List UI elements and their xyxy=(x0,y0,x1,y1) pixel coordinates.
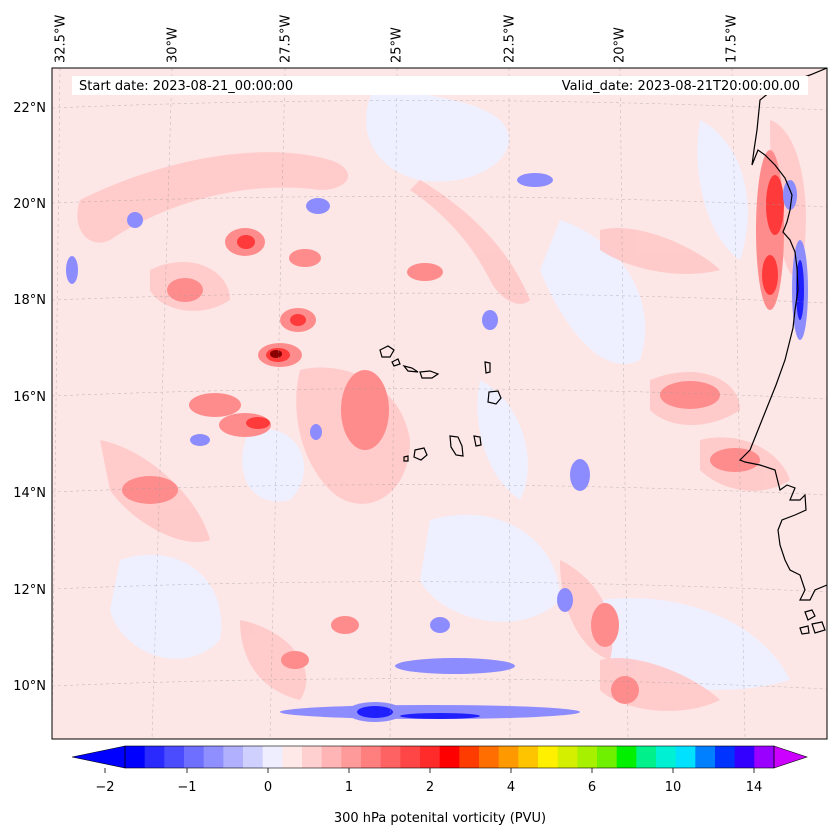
lon-label: 20°W xyxy=(613,27,628,63)
lat-label: 12°N xyxy=(13,583,46,598)
colorbar-cell xyxy=(754,746,775,768)
lat-label: 16°N xyxy=(13,390,46,405)
colorbar-cell xyxy=(125,746,146,768)
colorbar-cell xyxy=(636,746,657,768)
sal xyxy=(484,361,491,374)
colorbar-cell xyxy=(184,746,205,768)
maio xyxy=(473,435,482,447)
pv-max-regions xyxy=(270,350,282,358)
bissagos-2 xyxy=(811,621,826,634)
colorbar: −2 −1 0 1 2 4 6 10 14 300 hPa potenital vorticit… xyxy=(71,745,808,826)
colorbar-extend-max xyxy=(773,745,808,769)
colorbar-label: 300 hPa potenital vorticity (PVU) xyxy=(334,811,546,826)
colorbar-cells xyxy=(125,746,775,768)
pv-field xyxy=(52,68,827,739)
lon-label: 30°W xyxy=(166,27,181,63)
lon-label: 27.5°W xyxy=(279,15,294,63)
sao-nicolau xyxy=(402,364,419,373)
lon-label: 25°W xyxy=(390,27,405,63)
colorbar-cell xyxy=(695,746,716,768)
santo-antao xyxy=(379,345,395,358)
sao-vicente xyxy=(391,358,401,367)
bissagos-3 xyxy=(799,625,810,635)
colorbar-cell xyxy=(715,746,736,768)
colorbar-cell xyxy=(282,746,303,768)
colorbar-tick-label: 0 xyxy=(264,780,272,795)
colorbar-cell xyxy=(616,746,637,768)
colorbar-ticks: −2 −1 0 1 2 4 6 10 14 xyxy=(95,768,762,795)
longitude-labels: 32.5°W 30°W 27.5°W 25°W 22.5°W 20°W 17.5°W xyxy=(54,15,740,63)
boa-vista xyxy=(487,390,502,405)
lat-label: 14°N xyxy=(13,486,46,501)
santiago xyxy=(449,435,464,457)
colorbar-cell xyxy=(400,746,421,768)
colorbar-cell xyxy=(164,746,185,768)
colorbar-cell xyxy=(675,746,696,768)
colorbar-cell xyxy=(557,746,578,768)
colorbar-tick-label: 10 xyxy=(665,780,682,795)
santa-luzia xyxy=(419,370,440,379)
pv-peak-regions xyxy=(237,175,784,429)
map-frame xyxy=(51,67,828,740)
africa-coast xyxy=(738,68,827,601)
fogo xyxy=(413,447,428,461)
colorbar-cell xyxy=(380,746,401,768)
colorbar-cell xyxy=(223,746,244,768)
colorbar-cell xyxy=(597,746,618,768)
brava xyxy=(403,455,409,462)
lat-label: 22°N xyxy=(13,101,46,116)
colorbar-frame xyxy=(124,745,775,769)
pv-min-regions xyxy=(357,260,804,719)
colorbar-extend-min xyxy=(71,745,126,769)
colorbar-cell xyxy=(262,746,283,768)
colorbar-tick-label: 4 xyxy=(507,780,515,795)
colorbar-cell xyxy=(321,746,342,768)
lon-label: 22.5°W xyxy=(503,15,518,63)
colorbar-tick-label: 6 xyxy=(588,780,596,795)
colorbar-cell xyxy=(734,746,755,768)
lon-label: 32.5°W xyxy=(54,15,69,63)
valid-date-text: Valid_date: 2023-08-21T20:00:00.00 xyxy=(562,79,800,94)
colorbar-cell xyxy=(361,746,382,768)
header-box xyxy=(72,76,808,95)
lat-label: 20°N xyxy=(13,197,46,212)
colorbar-tick-label: 1 xyxy=(345,780,353,795)
colorbar-tick-label: 14 xyxy=(746,780,763,795)
colorbar-cell xyxy=(420,746,441,768)
coastlines xyxy=(379,68,827,635)
lon-label: 17.5°W xyxy=(725,15,740,63)
start-date-text: Start date: 2023-08-21_00:00:00 xyxy=(79,79,293,94)
pv-negative-regions xyxy=(66,173,808,722)
lat-label: 18°N xyxy=(13,293,46,308)
map-panel: Start date: 2023-08-21_00:00:00 Valid_da… xyxy=(13,15,828,740)
colorbar-cell xyxy=(518,746,539,768)
colorbar-cell xyxy=(656,746,677,768)
colorbar-cell xyxy=(577,746,598,768)
latitude-labels: 22°N 20°N 18°N 16°N 14°N 12°N 10°N xyxy=(13,101,46,694)
lat-label: 10°N xyxy=(13,679,46,694)
colorbar-cell xyxy=(459,746,480,768)
colorbar-tick-label: −2 xyxy=(95,780,114,795)
colorbar-cell xyxy=(302,746,323,768)
gridlines xyxy=(52,68,827,739)
colorbar-cell xyxy=(479,746,500,768)
colorbar-cell xyxy=(203,746,224,768)
bissagos xyxy=(804,609,816,621)
colorbar-cell xyxy=(144,746,165,768)
colorbar-cell xyxy=(538,746,559,768)
colorbar-cell xyxy=(439,746,460,768)
colorbar-cell xyxy=(341,746,362,768)
colorbar-cell xyxy=(243,746,264,768)
colorbar-cell xyxy=(498,746,519,768)
colorbar-tick-label: 2 xyxy=(426,780,434,795)
colorbar-tick-label: −1 xyxy=(177,780,196,795)
